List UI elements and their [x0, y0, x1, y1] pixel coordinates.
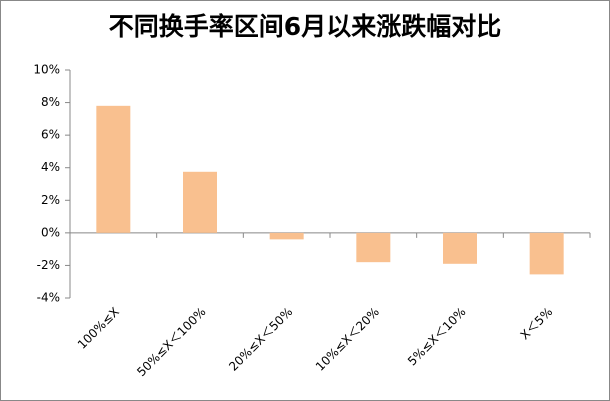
- bar: [356, 232, 391, 263]
- y-tick-label: 8%: [41, 95, 60, 109]
- bar: [269, 232, 304, 240]
- bar: [443, 232, 477, 264]
- y-tick-label: 10%: [33, 63, 60, 77]
- bar: [529, 232, 564, 275]
- y-tick-label: -2%: [37, 258, 60, 272]
- y-tick-label: 0%: [41, 225, 60, 239]
- y-tick-label: 2%: [41, 193, 60, 207]
- y-tick-label: -4%: [37, 291, 60, 305]
- chart-title: 不同换手率区间6月以来涨跌幅对比: [109, 12, 501, 41]
- y-tick-label: 6%: [41, 128, 60, 142]
- y-tick-label: 4%: [41, 160, 60, 174]
- bar: [183, 171, 217, 233]
- bar: [96, 105, 131, 233]
